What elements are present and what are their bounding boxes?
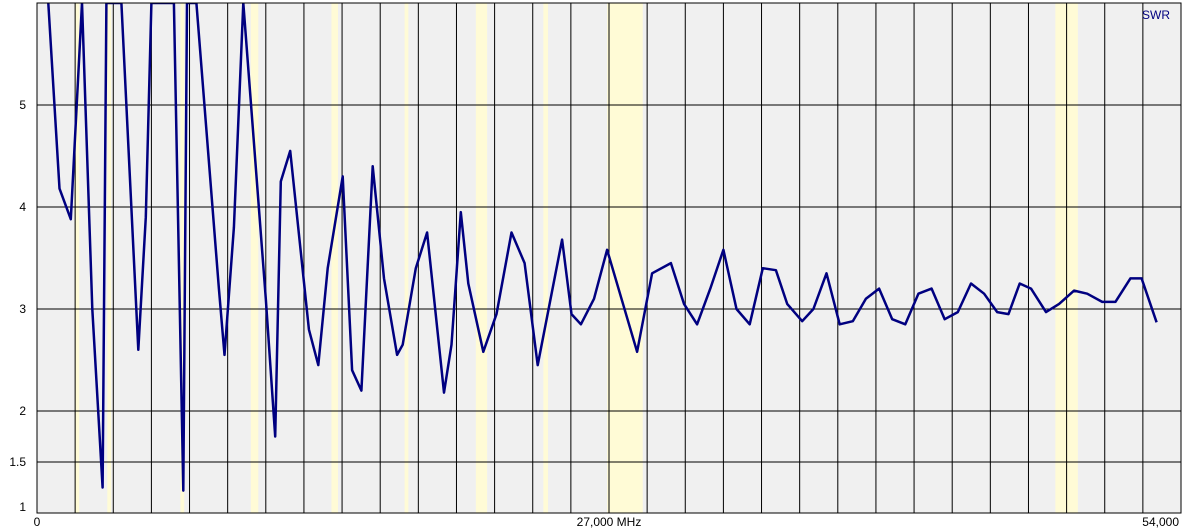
y-tick-label: 3 bbox=[19, 302, 26, 316]
band-1 bbox=[107, 3, 112, 513]
band-7 bbox=[543, 3, 549, 513]
legend-series-label: SWR bbox=[1142, 8, 1170, 22]
x-tick-label: 54,000 bbox=[1142, 515, 1179, 529]
y-tick-label: 4 bbox=[19, 200, 26, 214]
y-gridlines bbox=[37, 104, 1181, 463]
x-tick-label: 27,000 MHz bbox=[577, 515, 642, 529]
band-8 bbox=[607, 3, 643, 513]
frequency-bands bbox=[75, 3, 1078, 513]
y-tick-label: 2 bbox=[19, 404, 26, 418]
band-2 bbox=[180, 3, 185, 513]
x-tick-label: 0 bbox=[34, 515, 41, 529]
band-5 bbox=[404, 3, 409, 513]
series-lines bbox=[47, 3, 1158, 492]
band-6 bbox=[475, 3, 488, 513]
band-0 bbox=[75, 3, 80, 513]
x-tick-labels: 0 27,000 MHz 54,000 bbox=[34, 515, 1180, 529]
band-3 bbox=[250, 3, 259, 513]
y-tick-label: 1.5 bbox=[9, 455, 26, 469]
series-line-0 bbox=[47, 3, 1158, 492]
band-4 bbox=[331, 3, 339, 513]
y-tick-label: 1 bbox=[19, 500, 26, 514]
y-tick-label: 5 bbox=[19, 98, 26, 112]
plot-area-border bbox=[36, 2, 1182, 514]
x-gridlines bbox=[74, 3, 1144, 513]
y-tick-labels: 1 1.5 2 3 4 5 bbox=[9, 98, 26, 514]
